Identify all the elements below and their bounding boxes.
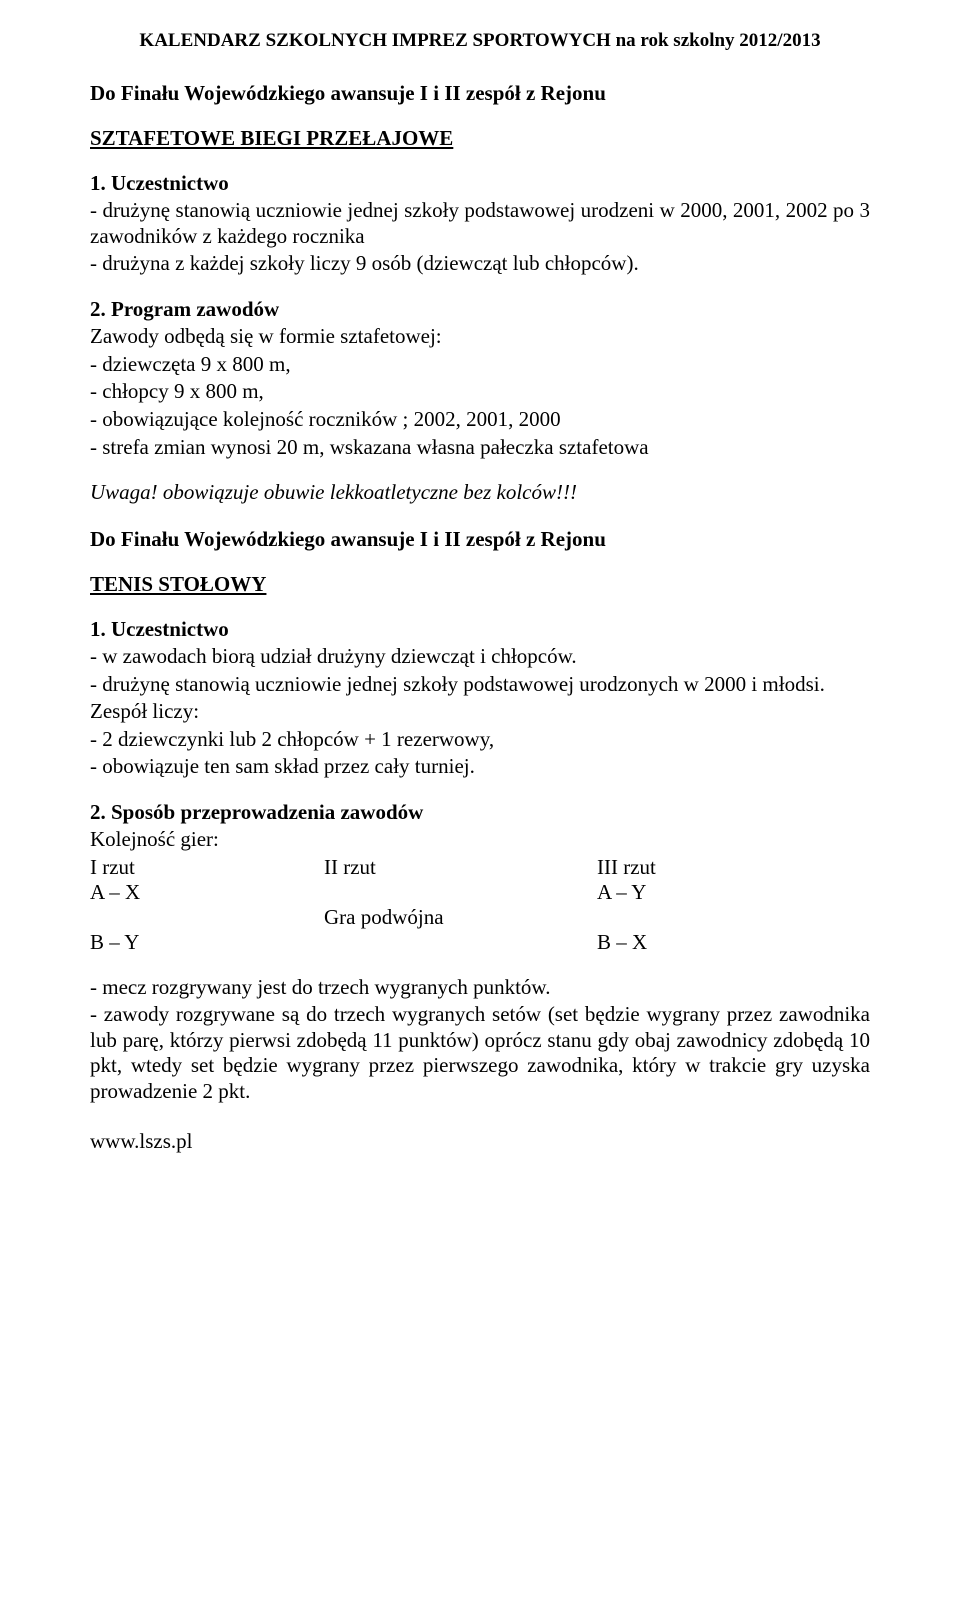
s2-method-line-1: Kolejność gier: [90,827,870,853]
advance-note-1: Do Finału Wojewódzkiego awansuje I i II … [90,80,870,106]
rzut-r3c2 [324,930,597,955]
s1-participation-body-1: - drużynę stanowią uczniowie jednej szko… [90,198,870,249]
s2-participation-line-4: - 2 dziewczynki lub 2 chłopców + 1 rezer… [90,727,870,753]
rzut-r1c3: A – Y [597,880,870,905]
rzut-row-2: Gra podwójna [90,905,870,930]
rzut-r1c2 [324,880,597,905]
advance-note-2: Do Finału Wojewódzkiego awansuje I i II … [90,526,870,552]
rzut-header-3: III rzut [597,855,870,880]
rzut-r2c3 [597,905,870,930]
rzut-row-3: B – Y B – X [90,930,870,955]
rzut-r3c1: B – Y [90,930,324,955]
note-uwaga: Uwaga! obowiązuje obuwie lekkoatletyczne… [90,480,870,506]
rzut-r1c1: A – X [90,880,324,905]
s1-participation-heading: 1. Uczestnictwo [90,171,870,196]
rzut-header-2: II rzut [324,855,597,880]
s1-participation-body-2: - drużyna z każdej szkoły liczy 9 osób (… [90,251,870,277]
s1-program-line-2: - dziewczęta 9 x 800 m, [90,352,870,378]
rzut-r2c1 [90,905,324,930]
footer-url: www.lszs.pl [90,1129,870,1154]
section-title-relay: SZTAFETOWE BIEGI PRZEŁAJOWE [90,126,870,151]
s2-participation-heading: 1. Uczestnictwo [90,617,870,642]
rzut-header-1: I rzut [90,855,324,880]
s1-program-line-5: - strefa zmian wynosi 20 m, wskazana wła… [90,435,870,461]
s2-participation-line-2: - drużynę stanowią uczniowie jednej szko… [90,672,870,698]
rzut-row-1: A – X A – Y [90,880,870,905]
s2-participation-line-5: - obowiązuje ten sam skład przez cały tu… [90,754,870,780]
s2-method-heading: 2. Sposób przeprowadzenia zawodów [90,800,870,825]
s2-end-line-1: - mecz rozgrywany jest do trzech wygrany… [90,975,870,1001]
rzut-table: I rzut II rzut III rzut A – X A – Y Gra … [90,855,870,955]
s1-program-line-3: - chłopcy 9 x 800 m, [90,379,870,405]
rzut-r3c3: B – X [597,930,870,955]
s2-participation-line-1: - w zawodach biorą udział drużyny dziewc… [90,644,870,670]
page-header: KALENDARZ SZKOLNYCH IMPREZ SPORTOWYCH na… [90,30,870,52]
s2-participation-line-3: Zespół liczy: [90,699,870,725]
s1-program-line-4: - obowiązujące kolejność roczników ; 200… [90,407,870,433]
s2-end-line-2: - zawody rozgrywane są do trzech wygrany… [90,1002,870,1104]
rzut-r2c2: Gra podwójna [324,905,597,930]
section-title-tennis: TENIS STOŁOWY [90,572,870,597]
rzut-header-row: I rzut II rzut III rzut [90,855,870,880]
s1-program-heading: 2. Program zawodów [90,297,870,322]
s1-program-line-1: Zawody odbędą się w formie sztafetowej: [90,324,870,350]
